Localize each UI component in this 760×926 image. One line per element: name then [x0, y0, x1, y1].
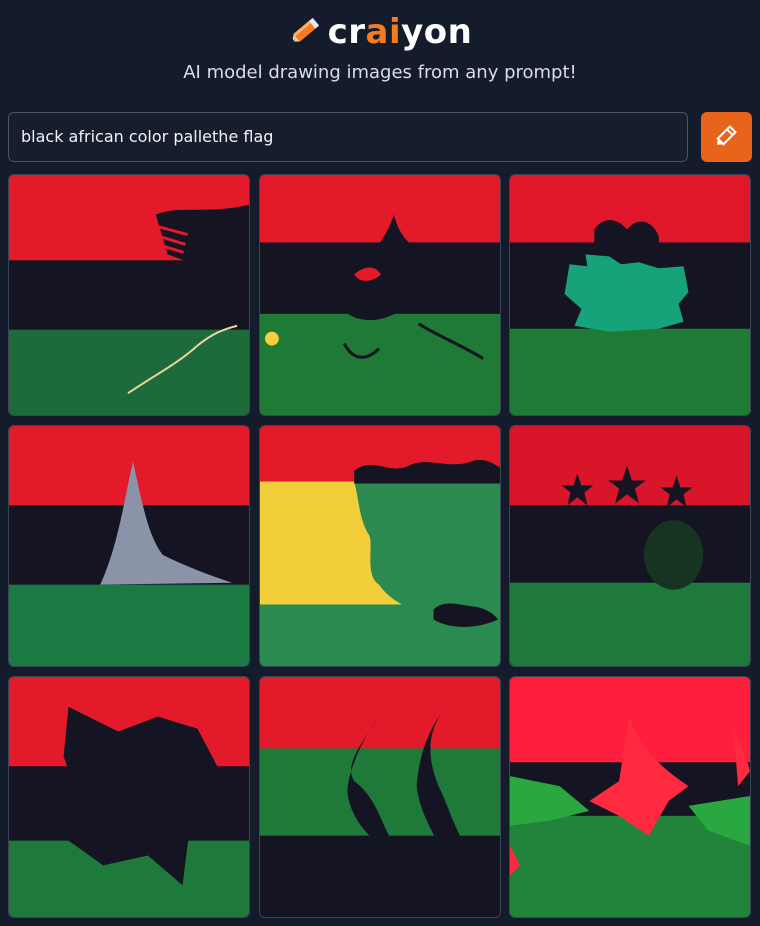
result-image-1[interactable] [8, 174, 250, 416]
prompt-input[interactable]: black african color pallethe flag [8, 112, 688, 162]
brand-name: craiyon [327, 12, 473, 52]
result-image-4[interactable] [8, 425, 250, 667]
pencil-draw-icon [712, 120, 742, 154]
tagline: AI model drawing images from any prompt! [183, 62, 577, 83]
header: craiyon AI model drawing images from any… [0, 0, 760, 100]
result-image-3[interactable] [509, 174, 751, 416]
result-image-2[interactable] [259, 174, 501, 416]
result-image-9[interactable] [509, 676, 751, 918]
prompt-bar: black african color pallethe flag [8, 112, 752, 162]
craiyon-logo[interactable]: craiyon [0, 12, 760, 52]
result-image-8[interactable] [259, 676, 501, 918]
result-image-5[interactable] [259, 425, 501, 667]
result-image-6[interactable] [509, 425, 751, 667]
result-image-7[interactable] [8, 676, 250, 918]
draw-button[interactable] [701, 112, 752, 162]
results-grid [8, 174, 752, 918]
pencil-logo-icon [288, 12, 324, 52]
